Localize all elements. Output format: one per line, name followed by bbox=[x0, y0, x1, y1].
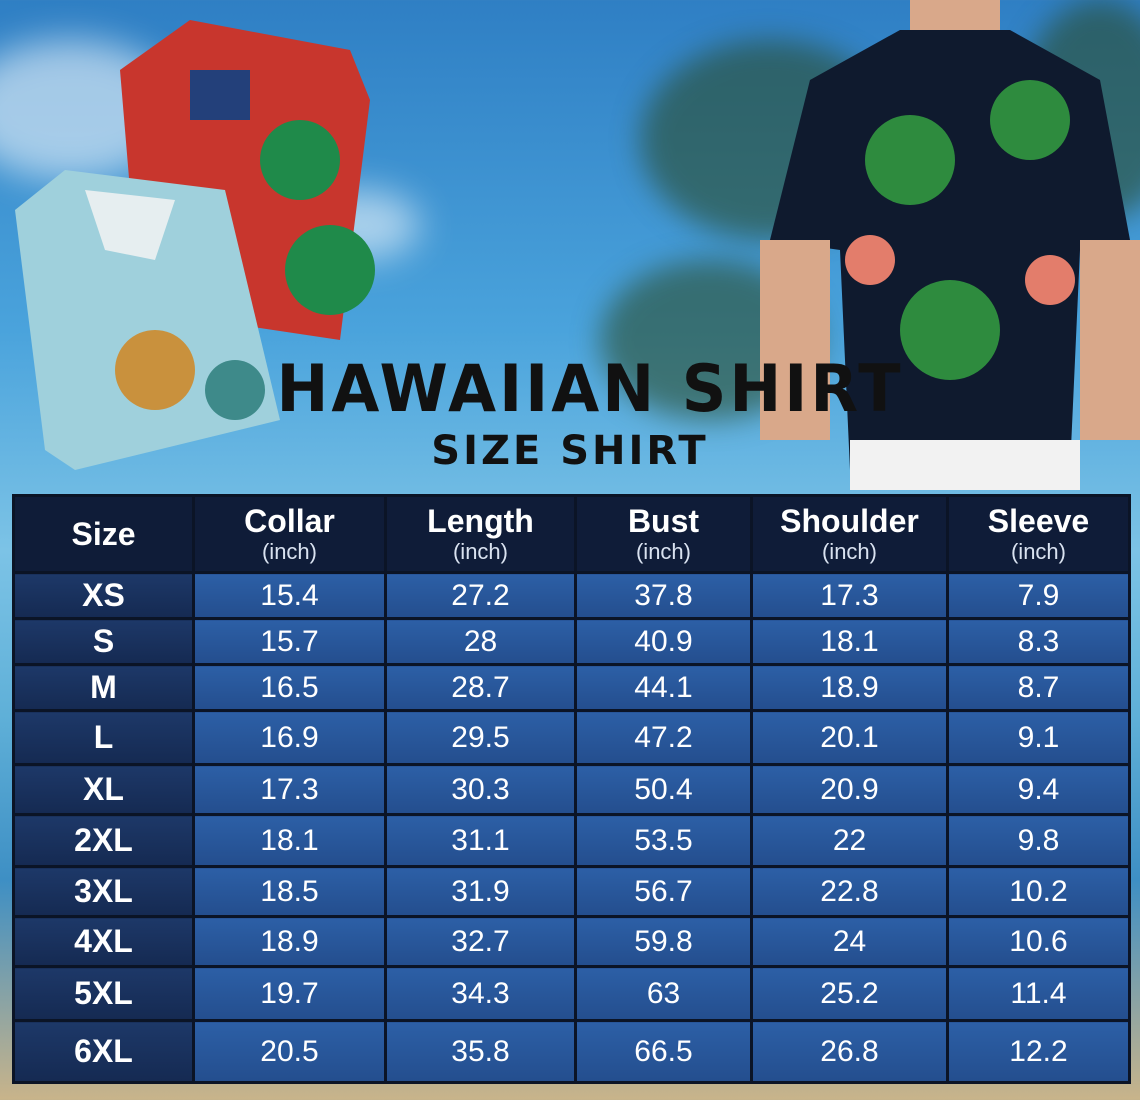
header-label: Sleeve bbox=[987, 503, 1090, 539]
table-row: 3XL 18.5 31.9 56.7 22.8 10.2 bbox=[12, 865, 1131, 918]
value-cell: 15.7 bbox=[192, 617, 387, 666]
size-cell: S bbox=[12, 617, 195, 666]
size-cell: XS bbox=[12, 571, 195, 620]
value-cell: 9.1 bbox=[946, 709, 1131, 766]
value-cell: 66.5 bbox=[574, 1019, 753, 1084]
value-cell: 31.1 bbox=[384, 813, 577, 868]
size-cell: 3XL bbox=[12, 865, 195, 918]
value-cell: 10.2 bbox=[946, 865, 1131, 918]
value-cell: 29.5 bbox=[384, 709, 577, 766]
value-cell: 11.4 bbox=[946, 965, 1131, 1022]
column-header-collar: Collar (inch) bbox=[192, 494, 387, 574]
model-shirt-image bbox=[760, 0, 1140, 490]
header-label: Shoulder bbox=[780, 503, 919, 539]
value-cell: 18.1 bbox=[192, 813, 387, 868]
size-cell: 4XL bbox=[12, 915, 195, 968]
value-cell: 26.8 bbox=[750, 1019, 949, 1084]
header-unit: (inch) bbox=[635, 539, 691, 564]
value-cell: 44.1 bbox=[574, 663, 753, 712]
value-cell: 22 bbox=[750, 813, 949, 868]
table-row: 5XL 19.7 34.3 63 25.2 11.4 bbox=[12, 965, 1131, 1022]
value-cell: 53.5 bbox=[574, 813, 753, 868]
value-cell: 56.7 bbox=[574, 865, 753, 918]
value-cell: 28 bbox=[384, 617, 577, 666]
value-cell: 31.9 bbox=[384, 865, 577, 918]
table-row: M 16.5 28.7 44.1 18.9 8.7 bbox=[12, 663, 1131, 712]
header-unit: (inch) bbox=[1010, 539, 1066, 564]
value-cell: 32.7 bbox=[384, 915, 577, 968]
header-unit: (inch) bbox=[452, 539, 508, 564]
value-cell: 20.5 bbox=[192, 1019, 387, 1084]
value-cell: 18.5 bbox=[192, 865, 387, 918]
blue-shirt-image bbox=[15, 170, 280, 470]
page-subtitle: SIZE SHIRT bbox=[431, 428, 709, 474]
value-cell: 16.5 bbox=[192, 663, 387, 712]
header-label: Collar bbox=[244, 503, 335, 539]
size-chart-table: Size Collar (inch) Length (inch) Bust (inch) Sh… bbox=[12, 494, 1131, 1084]
value-cell: 8.7 bbox=[946, 663, 1131, 712]
value-cell: 25.2 bbox=[750, 965, 949, 1022]
value-cell: 15.4 bbox=[192, 571, 387, 620]
size-cell: L bbox=[12, 709, 195, 766]
value-cell: 12.2 bbox=[946, 1019, 1131, 1084]
value-cell: 28.7 bbox=[384, 663, 577, 712]
value-cell: 18.9 bbox=[750, 663, 949, 712]
value-cell: 9.8 bbox=[946, 813, 1131, 868]
value-cell: 30.3 bbox=[384, 763, 577, 816]
value-cell: 9.4 bbox=[946, 763, 1131, 816]
size-cell: 2XL bbox=[12, 813, 195, 868]
column-header-bust: Bust (inch) bbox=[574, 494, 753, 574]
value-cell: 24 bbox=[750, 915, 949, 968]
column-header-length: Length (inch) bbox=[384, 494, 577, 574]
value-cell: 40.9 bbox=[574, 617, 753, 666]
table-row: 4XL 18.9 32.7 59.8 24 10.6 bbox=[12, 915, 1131, 968]
value-cell: 17.3 bbox=[750, 571, 949, 620]
value-cell: 34.3 bbox=[384, 965, 577, 1022]
value-cell: 18.9 bbox=[192, 915, 387, 968]
value-cell: 63 bbox=[574, 965, 753, 1022]
size-cell: 5XL bbox=[12, 965, 195, 1022]
value-cell: 19.7 bbox=[192, 965, 387, 1022]
value-cell: 22.8 bbox=[750, 865, 949, 918]
table-row: 6XL 20.5 35.8 66.5 26.8 12.2 bbox=[12, 1019, 1131, 1084]
header-unit: (inch) bbox=[261, 539, 317, 564]
value-cell: 16.9 bbox=[192, 709, 387, 766]
value-cell: 59.8 bbox=[574, 915, 753, 968]
header-label: Length bbox=[427, 503, 534, 539]
value-cell: 20.9 bbox=[750, 763, 949, 816]
value-cell: 35.8 bbox=[384, 1019, 577, 1084]
value-cell: 10.6 bbox=[946, 915, 1131, 968]
table-row: 2XL 18.1 31.1 53.5 22 9.8 bbox=[12, 813, 1131, 868]
table-row: XL 17.3 30.3 50.4 20.9 9.4 bbox=[12, 763, 1131, 816]
size-cell: XL bbox=[12, 763, 195, 816]
value-cell: 37.8 bbox=[574, 571, 753, 620]
header-unit: (inch) bbox=[821, 539, 877, 564]
size-cell: M bbox=[12, 663, 195, 712]
value-cell: 17.3 bbox=[192, 763, 387, 816]
size-cell: 6XL bbox=[12, 1019, 195, 1084]
header-label: Bust bbox=[627, 503, 700, 539]
value-cell: 27.2 bbox=[384, 571, 577, 620]
column-header-shoulder: Shoulder (inch) bbox=[750, 494, 949, 574]
header-row: Size Collar (inch) Length (inch) Bust (inch) Sh… bbox=[12, 494, 1131, 574]
value-cell: 50.4 bbox=[574, 763, 753, 816]
column-header-sleeve: Sleeve (inch) bbox=[946, 494, 1131, 574]
value-cell: 18.1 bbox=[750, 617, 949, 666]
column-header-size: Size bbox=[12, 494, 195, 574]
value-cell: 47.2 bbox=[574, 709, 753, 766]
table-row: XS 15.4 27.2 37.8 17.3 7.9 bbox=[12, 571, 1131, 620]
value-cell: 8.3 bbox=[946, 617, 1131, 666]
table-row: L 16.9 29.5 47.2 20.1 9.1 bbox=[12, 709, 1131, 766]
page-title: HAWAIIAN SHIRT bbox=[276, 350, 904, 427]
value-cell: 20.1 bbox=[750, 709, 949, 766]
value-cell: 7.9 bbox=[946, 571, 1131, 620]
table-row: S 15.7 28 40.9 18.1 8.3 bbox=[12, 617, 1131, 666]
header-label: Size bbox=[71, 516, 136, 552]
